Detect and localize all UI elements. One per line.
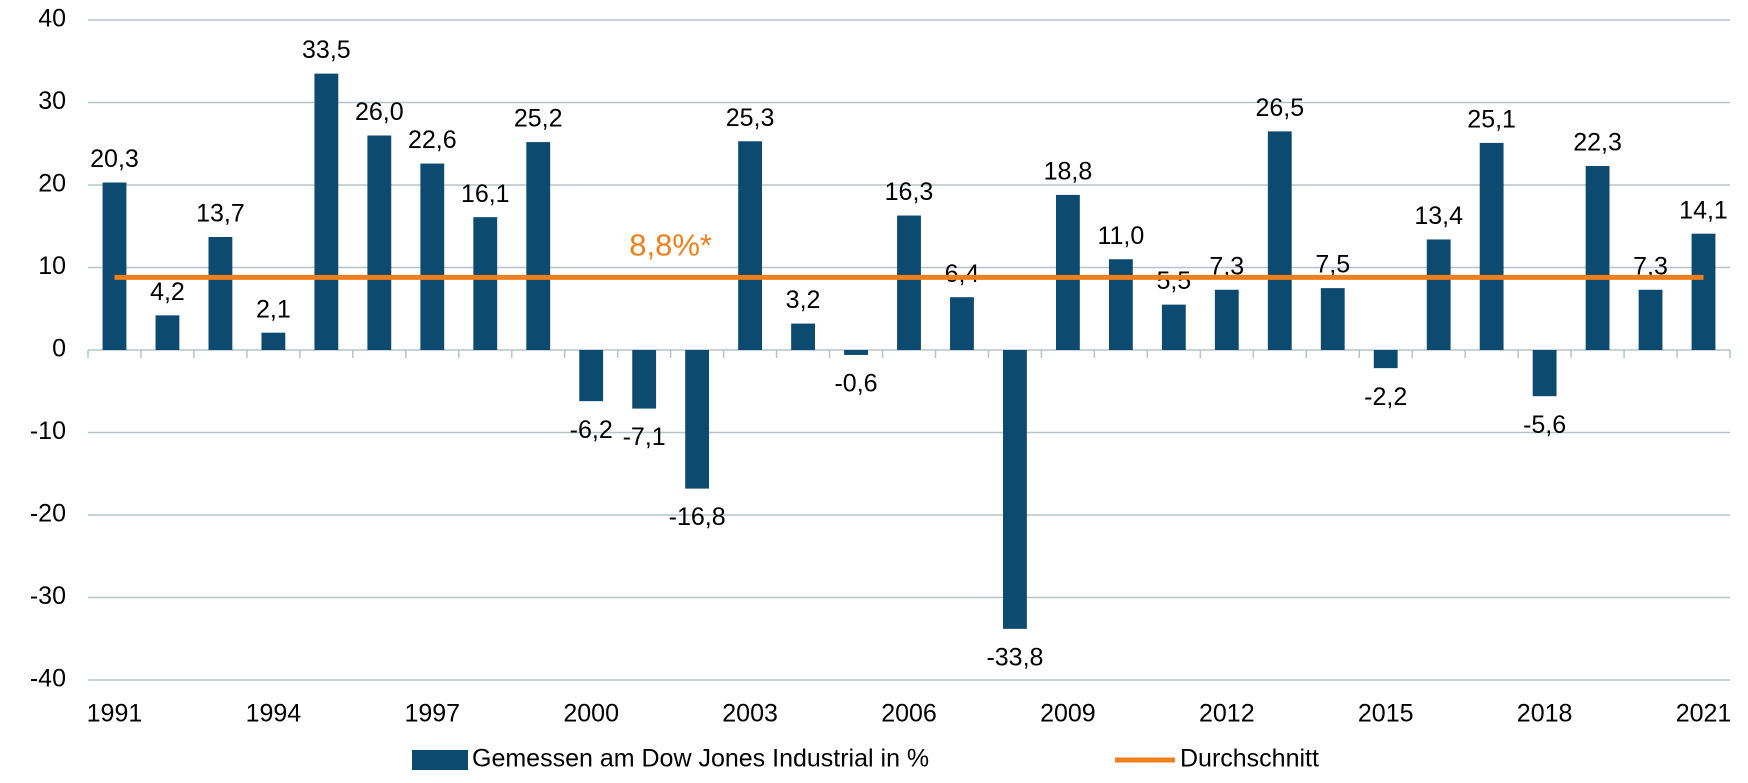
x-tick-label: 2000 (563, 700, 619, 728)
bar (155, 315, 180, 350)
value-label: 26,5 (1255, 94, 1304, 122)
bar (844, 350, 868, 355)
bar (473, 217, 498, 350)
bar (314, 73, 339, 350)
y-tick-label: -30 (30, 582, 66, 610)
bar (950, 297, 974, 350)
y-tick-label: 10 (38, 252, 66, 280)
value-label: 25,1 (1467, 106, 1516, 134)
value-label: 16,3 (885, 178, 934, 206)
y-tick-label: -10 (30, 417, 66, 445)
x-tick-label: 2021 (1676, 700, 1732, 728)
bar (632, 350, 657, 409)
value-label: 25,2 (514, 105, 563, 133)
x-tick-label: 2015 (1358, 700, 1414, 728)
bar (1214, 289, 1239, 350)
value-label: -33,8 (986, 643, 1043, 671)
value-label: -5,6 (1523, 411, 1566, 439)
bar (261, 332, 286, 350)
value-label: -6,2 (570, 416, 613, 444)
y-tick-label: 20 (38, 170, 66, 198)
bar (579, 350, 604, 402)
value-label: 14,1 (1679, 196, 1728, 224)
bar (1585, 166, 1610, 350)
bar (420, 163, 445, 350)
bar (1638, 289, 1663, 350)
bar (738, 141, 763, 350)
bar (1320, 288, 1345, 350)
value-label: -0,6 (834, 370, 877, 398)
value-label: 4,2 (150, 278, 185, 306)
x-tick-label: 1997 (404, 700, 460, 728)
x-tick-label: 2018 (1517, 700, 1573, 728)
bar (1691, 233, 1716, 350)
bar (897, 215, 921, 350)
value-label: 5,5 (1156, 267, 1191, 295)
legend-swatch (412, 750, 468, 770)
value-label: 20,3 (90, 145, 139, 173)
bar (1055, 194, 1080, 350)
value-label: 22,6 (408, 126, 457, 154)
value-label: 22,3 (1573, 129, 1622, 157)
bar (791, 323, 815, 350)
x-tick-label: 1991 (87, 700, 143, 728)
y-tick-label: -40 (30, 665, 66, 693)
y-tick-label: 0 (52, 335, 66, 363)
bar (1161, 304, 1186, 350)
value-label: 33,5 (302, 36, 351, 64)
value-label: -7,1 (623, 423, 666, 451)
value-label: 7,5 (1315, 251, 1350, 279)
bar (367, 135, 392, 350)
value-label: 16,1 (461, 180, 510, 208)
bar (1532, 350, 1557, 397)
x-tick-label: 2012 (1199, 700, 1255, 728)
bar (1479, 142, 1504, 350)
bar (1003, 350, 1027, 629)
x-tick-label: 2003 (722, 700, 778, 728)
x-tick-label: 2006 (881, 700, 937, 728)
value-label: 13,4 (1414, 202, 1463, 230)
value-label: -2,2 (1364, 383, 1407, 411)
x-tick-label: 1994 (246, 700, 302, 728)
value-label: 13,7 (196, 200, 245, 228)
value-label: 26,0 (355, 98, 404, 126)
value-label: 2,1 (256, 295, 291, 323)
y-tick-label: 40 (38, 5, 66, 33)
value-label: 6,4 (945, 260, 980, 288)
value-label: -16,8 (669, 503, 726, 531)
value-label: 3,2 (786, 286, 821, 314)
y-tick-label: 30 (38, 87, 66, 115)
legend-label: Gemessen am Dow Jones Industrial in % (472, 745, 929, 773)
bar (102, 182, 127, 350)
bar (208, 236, 233, 350)
value-label: 11,0 (1097, 222, 1144, 250)
value-label: 25,3 (726, 104, 775, 132)
value-label: 18,8 (1044, 158, 1093, 186)
x-tick-label: 2009 (1040, 700, 1096, 728)
average-label: 8,8%* (629, 228, 712, 263)
bar (685, 350, 710, 489)
bar (1426, 239, 1451, 350)
y-tick-label: -20 (30, 500, 66, 528)
legend-label: Durchschnitt (1180, 745, 1319, 773)
bar (1267, 131, 1292, 350)
bar (1373, 350, 1398, 369)
bar (526, 142, 551, 350)
bar (1108, 259, 1133, 350)
